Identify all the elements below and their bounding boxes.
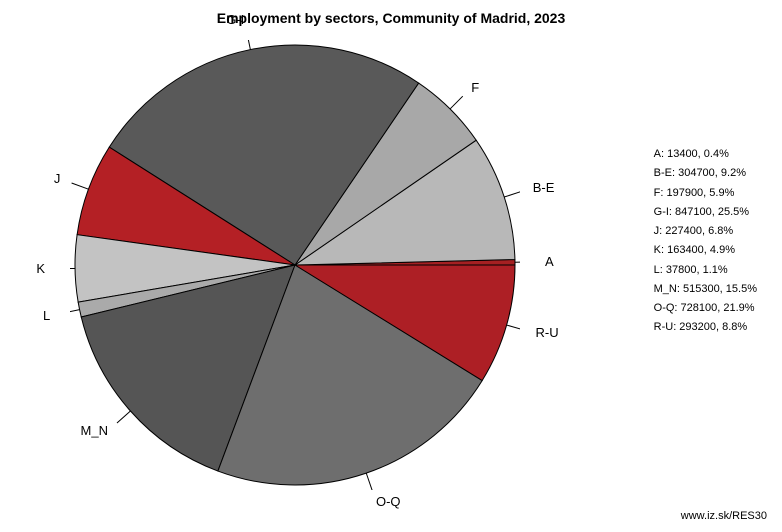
slice-label-a: A bbox=[545, 254, 554, 269]
slice-label-o-q: O-Q bbox=[376, 494, 401, 509]
slice-label-k: K bbox=[0, 261, 45, 276]
legend-item: A: 13400, 0.4% bbox=[654, 145, 757, 164]
pie-chart-svg bbox=[70, 40, 520, 490]
leader-line bbox=[117, 411, 130, 423]
attribution-text: www.iz.sk/RES30 bbox=[681, 510, 767, 522]
legend-item: L: 37800, 1.1% bbox=[654, 261, 757, 280]
slice-label-g-i: G-I bbox=[194, 12, 244, 27]
leader-line bbox=[70, 310, 80, 314]
legend-item: B-E: 304700, 9.2% bbox=[654, 164, 757, 183]
leader-line bbox=[507, 325, 520, 330]
legend-item: K: 163400, 4.9% bbox=[654, 241, 757, 260]
leader-line bbox=[247, 40, 251, 50]
legend-item: O-Q: 728100, 21.9% bbox=[654, 299, 757, 318]
chart-legend: A: 13400, 0.4%B-E: 304700, 9.2%F: 197900… bbox=[654, 145, 757, 338]
leader-line bbox=[450, 96, 463, 109]
slice-label-m-n: M_N bbox=[58, 423, 108, 438]
legend-item: G-I: 847100, 25.5% bbox=[654, 203, 757, 222]
chart-title: Employment by sectors, Community of Madr… bbox=[217, 10, 566, 26]
legend-item: J: 227400, 6.8% bbox=[654, 222, 757, 241]
slice-label-f: F bbox=[471, 80, 479, 95]
leader-line bbox=[72, 183, 89, 189]
legend-item: R-U: 293200, 8.8% bbox=[654, 318, 757, 337]
legend-item: M_N: 515300, 15.5% bbox=[654, 280, 757, 299]
slice-label-r-u: R-U bbox=[536, 325, 559, 340]
legend-item: F: 197900, 5.9% bbox=[654, 184, 757, 203]
slice-label-b-e: B-E bbox=[533, 180, 555, 195]
leader-line bbox=[366, 473, 372, 490]
pie-chart-container: AB-EFG-IJKLM_NO-QR-U bbox=[70, 40, 520, 490]
slice-label-j: J bbox=[10, 171, 60, 186]
leader-line bbox=[504, 191, 520, 197]
slice-label-l: L bbox=[0, 308, 50, 323]
